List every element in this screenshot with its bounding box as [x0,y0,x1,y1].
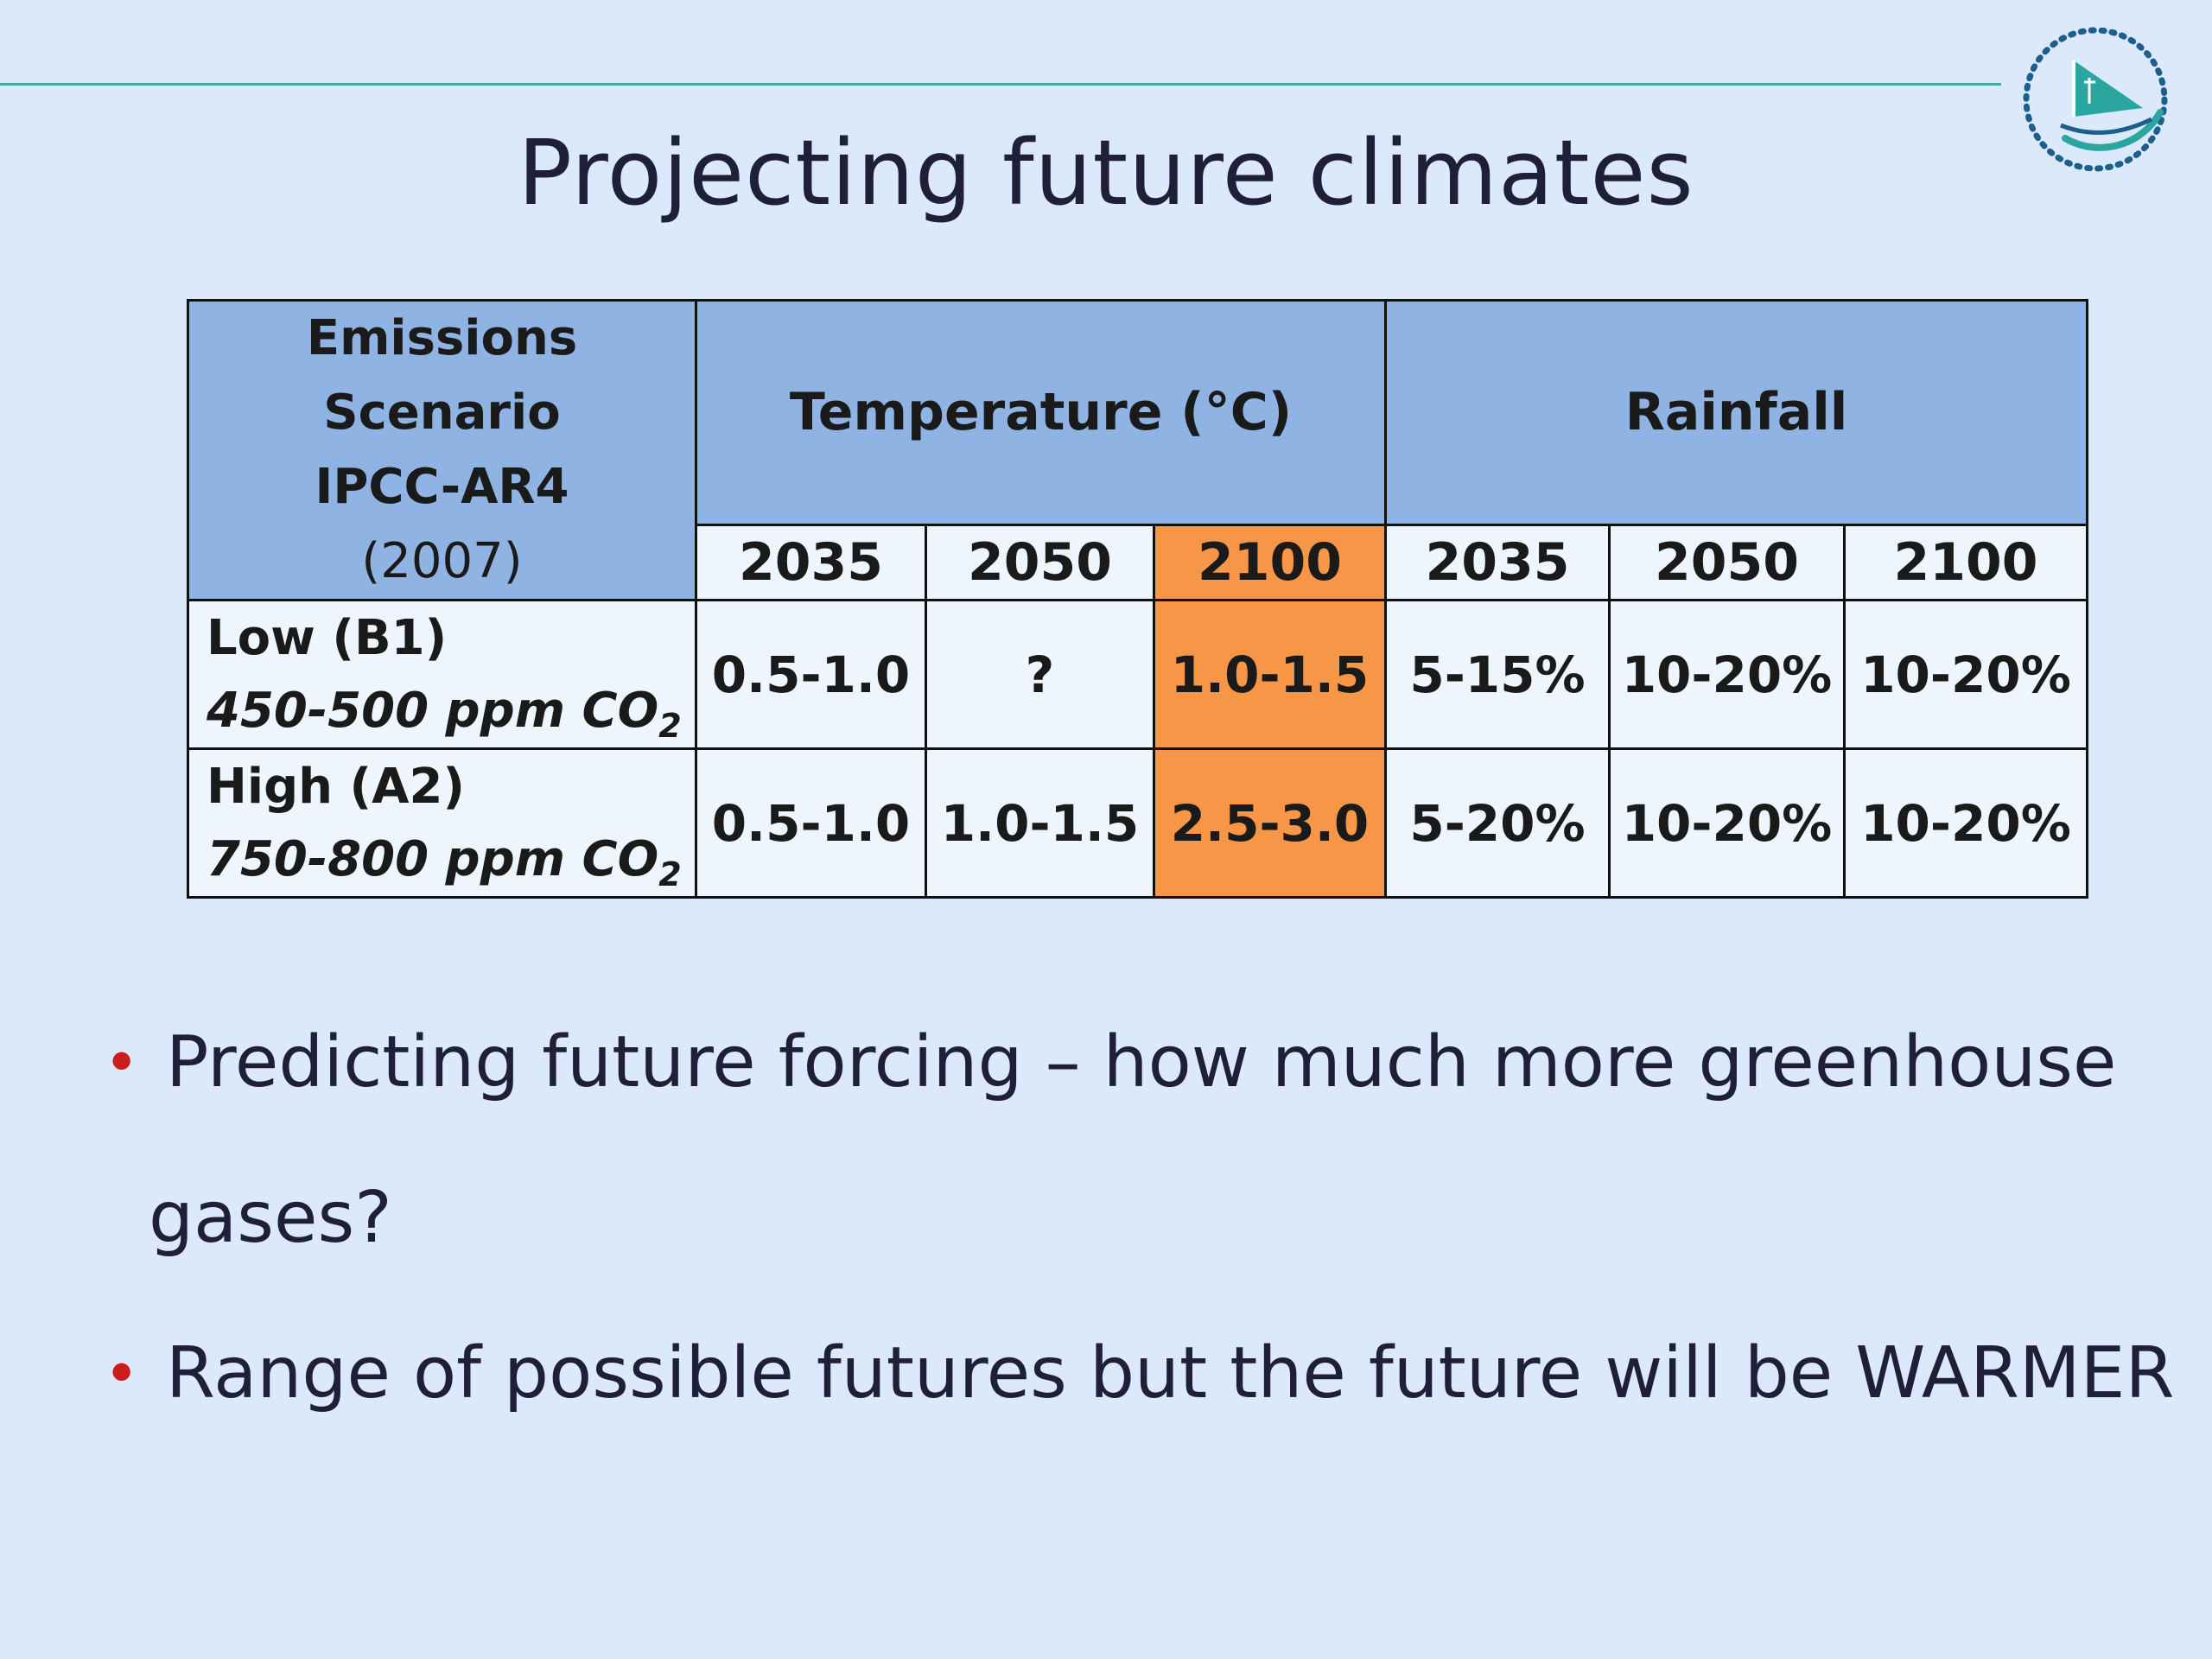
table-cell-highlight: 1.0-1.5 [1153,599,1387,750]
row-scenario-name: High (A2) [207,758,466,815]
year-header-temp-2050: 2050 [925,523,1155,602]
scenario-header-line4: (2007) [361,533,523,589]
scenario-header-line1: Emissions [306,310,578,366]
sailboat-circle-logo-icon [2023,27,2168,172]
scenario-header-line3: IPCC-AR4 [315,459,569,515]
table-row: High (A2) 750-800 ppm CO2 0.5-1.0 1.0-1.… [187,747,2089,899]
table-cell: 10-20% [1608,599,1846,750]
year-header-rain-2035: 2035 [1384,523,1611,602]
row-ppm-text: 750-800 ppm CO [207,830,659,887]
table-row: Low (B1) 450-500 ppm CO2 0.5-1.0 ? 1.0-1… [187,599,2089,750]
table-cell: 5-15% [1384,599,1611,750]
table-cell: 1.0-1.5 [925,747,1155,899]
row-ppm-label: 450-500 ppm CO2 [207,675,695,747]
year-header-rain-2100: 2100 [1842,523,2089,602]
top-rule-divider [0,83,2001,86]
slide-title: Projecting future climates [518,120,1694,226]
row-ppm-subscript: 2 [658,706,682,745]
bullet-marker: • [104,1338,140,1409]
bullet-list: • Predicting future forcing – how much m… [104,985,2177,1452]
rainfall-header: Rainfall [1383,299,2089,526]
table-cell: ? [925,599,1155,750]
row-ppm-label: 750-800 ppm CO2 [207,823,695,896]
bullet-text-continuation: gases? [149,1177,392,1259]
table-cell: 10-20% [1842,747,2089,899]
projection-table: Emissions Scenario IPCC-AR4 (2007) Tempe… [187,299,2089,899]
year-header-rain-2050: 2050 [1608,523,1846,602]
bullet-marker: • [104,1027,140,1098]
row-scenario-name: Low (B1) [207,609,448,666]
year-header-temp-2035: 2035 [695,523,927,602]
table-cell: 5-20% [1384,747,1611,899]
row-label-low: Low (B1) 450-500 ppm CO2 [187,599,697,750]
table-cell: 10-20% [1842,599,2089,750]
table-cell-highlight: 2.5-3.0 [1153,747,1387,899]
row-ppm-subscript: 2 [658,855,682,893]
scenario-header-cell: Emissions Scenario IPCC-AR4 (2007) [187,299,697,601]
projection-table-container: Emissions Scenario IPCC-AR4 (2007) Tempe… [187,299,2089,899]
table-cell: 0.5-1.0 [695,599,927,750]
year-header-temp-2100: 2100 [1153,523,1387,602]
table-cell: 0.5-1.0 [695,747,927,899]
temperature-header: Temperature (°C) [695,299,1387,526]
row-label-high: High (A2) 750-800 ppm CO2 [187,747,697,899]
scenario-header-line2: Scenario [323,385,561,441]
bullet-text: Predicting future forcing – how much mor… [166,1021,2117,1103]
bullet-item: • Predicting future forcing – how much m… [104,985,2177,1296]
bullet-item: • Range of possible futures but the futu… [104,1296,2177,1452]
row-ppm-text: 450-500 ppm CO [207,682,659,739]
table-cell: 10-20% [1608,747,1846,899]
bullet-text: Range of possible futures but the future… [166,1332,2175,1414]
